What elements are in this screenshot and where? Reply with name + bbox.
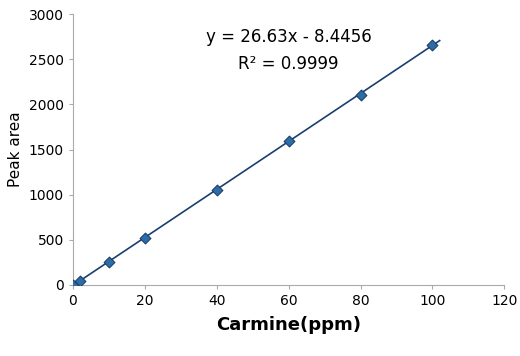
Y-axis label: Peak area: Peak area (8, 112, 23, 187)
Point (140, 236, 149, 241)
X-axis label: Carmine(ppm): Carmine(ppm) (216, 316, 361, 334)
Point (284, 138, 293, 144)
Point (105, 259, 113, 265)
Point (69, 282, 77, 288)
Point (213, 187, 221, 193)
Point (356, 91, 365, 97)
Point (76, 278, 84, 284)
Point (428, 42, 437, 48)
Text: y = 26.63x - 8.4456
R² = 0.9999: y = 26.63x - 8.4456 R² = 0.9999 (206, 28, 371, 73)
